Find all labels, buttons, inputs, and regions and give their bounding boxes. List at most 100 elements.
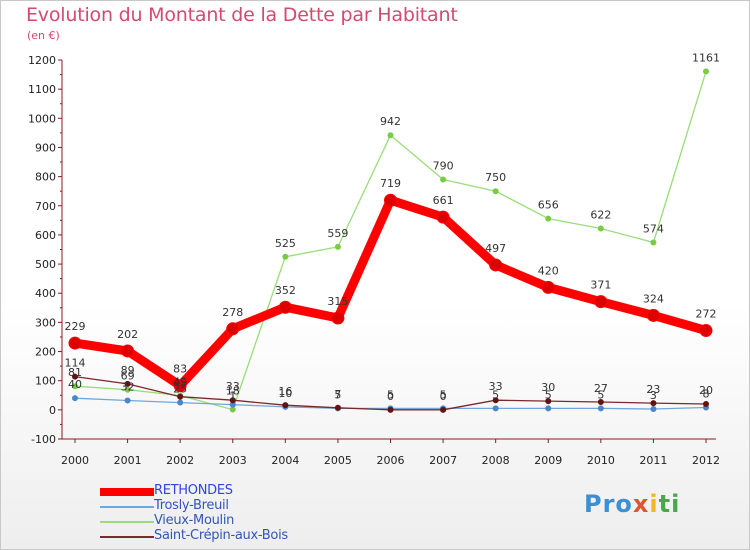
data-label: 420 xyxy=(538,264,559,277)
data-point xyxy=(384,193,397,207)
data-label: 278 xyxy=(222,306,243,319)
data-label: 25 xyxy=(173,383,187,396)
data-point xyxy=(334,243,341,250)
y-tick-label: 300 xyxy=(35,316,56,329)
x-tick-label: 2009 xyxy=(534,454,562,467)
x-tick-label: 2004 xyxy=(271,454,299,467)
data-label: 352 xyxy=(275,284,296,297)
data-point xyxy=(492,405,499,412)
logo-part: x xyxy=(632,490,650,518)
x-tick-label: 2007 xyxy=(429,454,457,467)
data-point xyxy=(173,379,187,393)
legend-label: RETHONDES xyxy=(154,483,233,498)
data-point xyxy=(124,397,131,404)
y-tick-label: 500 xyxy=(35,258,56,271)
x-tick-label: 2006 xyxy=(377,454,405,467)
data-point xyxy=(278,300,292,314)
data-label: 1161 xyxy=(692,51,720,64)
logo-part: ti xyxy=(658,490,681,518)
data-label: 661 xyxy=(433,194,454,207)
legend-label: Saint-Crépin-aux-Bois xyxy=(154,528,288,543)
data-point xyxy=(492,397,499,404)
y-tick-label: 400 xyxy=(35,287,56,300)
x-tick-label: 2003 xyxy=(219,454,247,467)
data-label: 1 xyxy=(229,390,236,403)
data-label: 0 xyxy=(440,390,447,403)
data-point xyxy=(541,280,555,294)
data-point xyxy=(334,404,341,411)
legend-label: Trosly-Breuil xyxy=(154,498,229,513)
data-point xyxy=(703,68,709,75)
legend-item: Vieux-Moulin xyxy=(100,513,360,529)
data-point xyxy=(282,402,289,409)
legend-item: RETHONDES xyxy=(100,483,360,499)
data-label: 5 xyxy=(597,388,604,401)
data-point xyxy=(597,398,604,405)
data-label: 40 xyxy=(68,378,82,391)
data-point xyxy=(597,405,604,412)
data-label: 7 xyxy=(334,388,341,401)
chart-title: Evolution du Montant de la Dette par Hab… xyxy=(26,4,458,26)
data-label: 0 xyxy=(387,390,394,403)
data-label: 114 xyxy=(65,357,86,370)
data-label: 81 xyxy=(68,366,82,379)
data-label: 10 xyxy=(278,387,292,400)
data-point xyxy=(650,405,657,412)
proxiti-logo: Proxiti xyxy=(584,490,680,518)
data-label: 229 xyxy=(65,320,86,333)
x-tick-label: 2000 xyxy=(61,454,89,467)
series-line-0 xyxy=(70,195,711,391)
data-label: 89 xyxy=(121,364,135,377)
data-label: 371 xyxy=(590,279,611,292)
data-label: 202 xyxy=(117,328,138,341)
y-tick-label: 100 xyxy=(35,375,56,388)
data-label: 45 xyxy=(173,377,187,390)
data-label: 750 xyxy=(485,171,506,184)
data-label: 315 xyxy=(327,295,348,308)
legend-item: Trosly-Breuil xyxy=(100,498,360,514)
data-label: 23 xyxy=(646,383,660,396)
data-point xyxy=(226,322,240,336)
data-point xyxy=(68,336,82,350)
data-point xyxy=(387,406,394,413)
data-label: 5 xyxy=(545,388,552,401)
data-point xyxy=(650,239,657,246)
data-label: 497 xyxy=(485,242,506,255)
data-point xyxy=(703,401,709,408)
data-point xyxy=(282,253,289,260)
data-point xyxy=(121,344,135,358)
data-label: 559 xyxy=(327,227,348,240)
data-label: 16 xyxy=(278,385,292,398)
data-point xyxy=(229,401,236,408)
legend-label: Vieux-Moulin xyxy=(154,513,235,528)
x-tick-label: 2002 xyxy=(166,454,194,467)
data-point xyxy=(177,393,184,400)
data-point xyxy=(387,132,394,139)
data-label: 30 xyxy=(541,381,555,394)
data-label: 18 xyxy=(226,385,240,398)
data-point xyxy=(124,380,131,387)
logo-part: i xyxy=(649,490,659,518)
data-point xyxy=(492,188,499,195)
y-tick-label: 0 xyxy=(49,404,56,417)
data-label: 942 xyxy=(380,115,401,128)
legend-swatch xyxy=(100,521,154,523)
data-point xyxy=(699,324,713,338)
x-tick-label: 2008 xyxy=(482,454,510,467)
data-point xyxy=(72,395,78,402)
data-label: 20 xyxy=(699,384,713,397)
y-tick-label: 700 xyxy=(35,200,56,213)
data-label: 5 xyxy=(334,388,341,401)
x-tick-label: 2012 xyxy=(692,454,720,467)
data-point xyxy=(177,399,184,406)
data-point xyxy=(229,397,236,404)
y-tick-label: 1100 xyxy=(28,83,56,96)
data-point xyxy=(489,258,503,272)
chart-unit-label: (en €) xyxy=(27,29,60,42)
x-tick-label: 2011 xyxy=(639,454,667,467)
data-point xyxy=(650,400,657,407)
y-tick-label: 200 xyxy=(35,346,56,359)
data-point xyxy=(597,225,604,232)
